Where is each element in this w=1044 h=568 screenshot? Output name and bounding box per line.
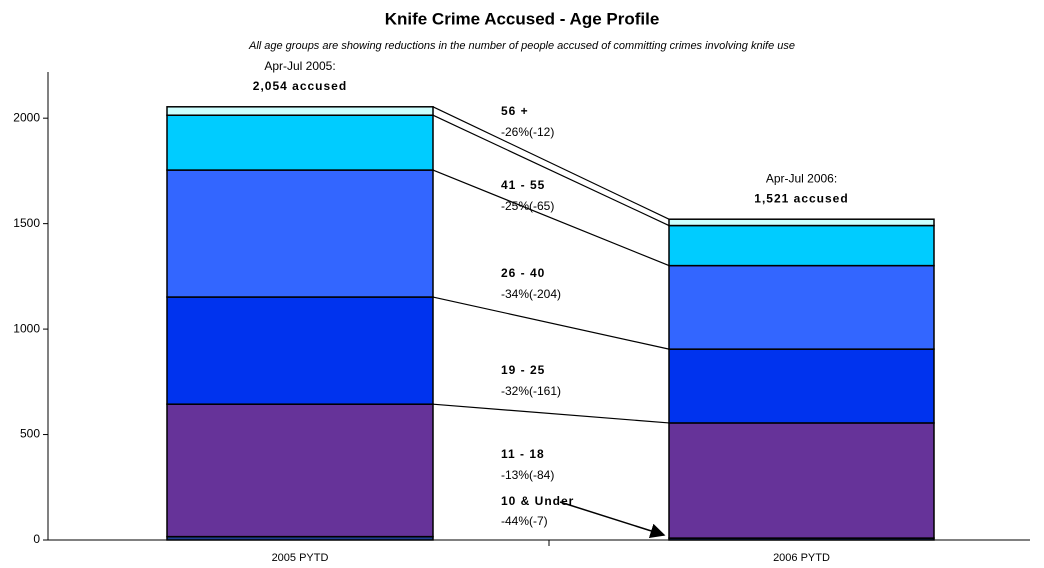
bar-segment bbox=[166, 296, 434, 405]
chart-subtitle: All age groups are showing reductions in… bbox=[248, 40, 795, 52]
series-change: -25%(-65) bbox=[501, 199, 554, 213]
y-tick-label: 0 bbox=[33, 532, 40, 546]
series-label: 10 & Under bbox=[501, 494, 574, 508]
series-change: -32%(-161) bbox=[501, 384, 561, 398]
y-tick-label: 1500 bbox=[13, 216, 40, 230]
bar-segment bbox=[166, 106, 434, 116]
connector bbox=[432, 169, 670, 267]
x-tick-label: 2006 PYTD bbox=[773, 552, 830, 564]
series-label: 41 - 55 bbox=[501, 178, 545, 192]
y-tick-label: 2000 bbox=[13, 110, 40, 124]
y-tick-label: 500 bbox=[20, 427, 40, 441]
series-change: -44%(-7) bbox=[501, 514, 548, 528]
arrow bbox=[559, 501, 666, 539]
bar-total: 2,054 accused bbox=[253, 79, 347, 93]
chart-title: Knife Crime Accused - Age Profile bbox=[385, 9, 660, 28]
connector bbox=[432, 296, 670, 350]
bar-segment bbox=[166, 114, 434, 171]
bar-total: 1,521 accused bbox=[754, 191, 848, 205]
bar-segment bbox=[668, 224, 935, 267]
bar-note: Apr-Jul 2006: bbox=[766, 171, 837, 185]
bar-segment bbox=[668, 218, 935, 227]
x-tick-label: 2005 PYTD bbox=[272, 552, 329, 564]
series-label: 26 - 40 bbox=[501, 266, 545, 280]
bar-segment bbox=[668, 422, 935, 539]
y-tick-label: 1000 bbox=[13, 321, 40, 335]
bar-segment bbox=[166, 403, 434, 538]
series-change: -26%(-12) bbox=[501, 125, 554, 139]
series-label: 56 + bbox=[501, 104, 529, 118]
series-change: -13%(-84) bbox=[501, 468, 554, 482]
bar-segment bbox=[668, 348, 935, 424]
series-label: 19 - 25 bbox=[501, 363, 545, 377]
connector bbox=[432, 403, 670, 424]
bar-note: Apr-Jul 2005: bbox=[264, 59, 335, 73]
connector bbox=[432, 106, 670, 220]
bar-segment bbox=[166, 169, 434, 298]
series-change: -34%(-204) bbox=[501, 287, 561, 301]
bar-segment bbox=[668, 264, 935, 350]
series-label: 11 - 18 bbox=[501, 447, 545, 461]
connector bbox=[432, 114, 670, 227]
